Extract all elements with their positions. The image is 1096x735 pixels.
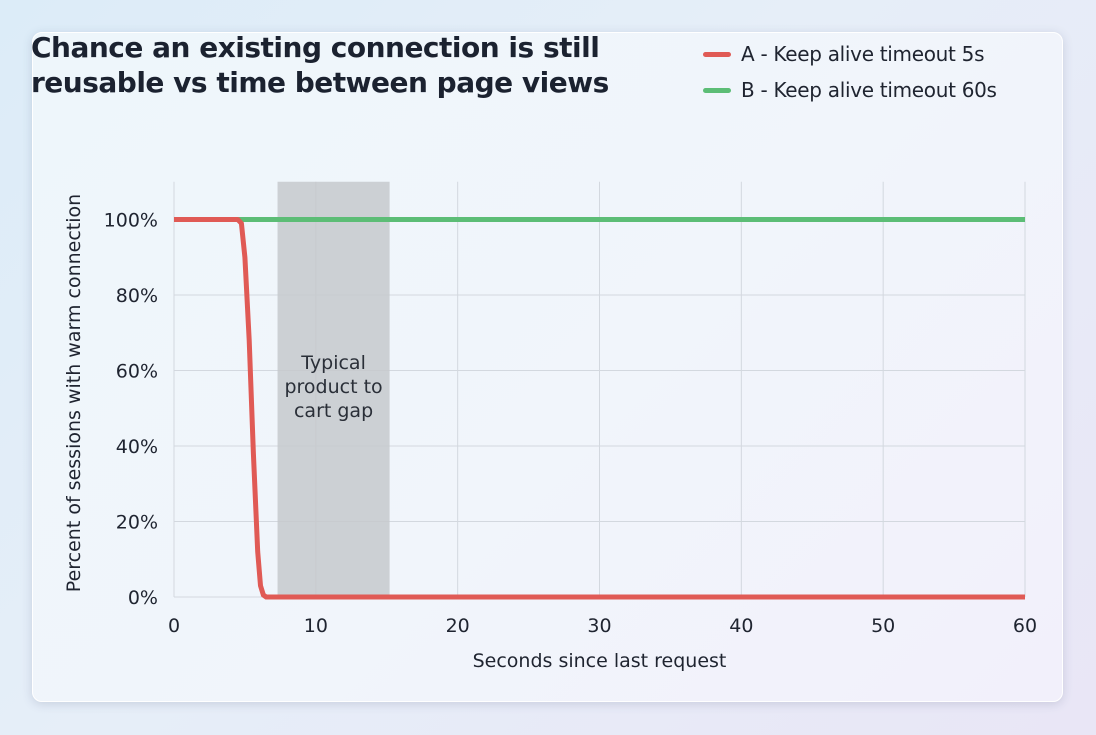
x-tick-label: 10 (304, 615, 328, 637)
y-tick-label: 100% (104, 210, 158, 232)
annotation-label: product to (284, 376, 382, 398)
annotation-label: cart gap (294, 400, 373, 422)
chart-title: Chance an existing connection is still r… (31, 31, 609, 99)
x-tick-label: 30 (587, 615, 611, 637)
x-axis-label: Seconds since last request (473, 650, 727, 672)
y-tick-label: 40% (116, 436, 158, 458)
annotation-label: Typical (300, 352, 366, 374)
y-tick-label: 0% (128, 587, 158, 609)
legend-item-a: A - Keep alive timeout 5s (703, 36, 997, 72)
x-tick-label: 50 (871, 615, 895, 637)
legend: A - Keep alive timeout 5s B - Keep alive… (703, 36, 997, 108)
x-tick-label: 60 (1013, 615, 1037, 637)
x-tick-label: 0 (168, 615, 180, 637)
legend-label-a: A - Keep alive timeout 5s (741, 42, 985, 66)
series-lines (174, 217, 1025, 600)
x-tick-label: 40 (729, 615, 753, 637)
legend-label-b: B - Keep alive timeout 60s (741, 78, 997, 102)
legend-swatch-b (703, 87, 731, 93)
legend-swatch-a (703, 51, 731, 57)
y-tick-label: 80% (116, 285, 158, 307)
series-line-a (174, 217, 1025, 600)
y-axis-label: Percent of sessions with warm connection (63, 194, 85, 592)
y-tick-label: 20% (116, 512, 158, 534)
annotation-band (277, 181, 390, 597)
legend-item-b: B - Keep alive timeout 60s (703, 72, 997, 108)
axes: 0 10 20 30 40 50 60 0% 20% 40% 60% 80% 100% (104, 210, 1037, 638)
y-tick-label: 60% (116, 361, 158, 383)
chart-card (32, 32, 1063, 702)
x-tick-label: 20 (446, 615, 470, 637)
